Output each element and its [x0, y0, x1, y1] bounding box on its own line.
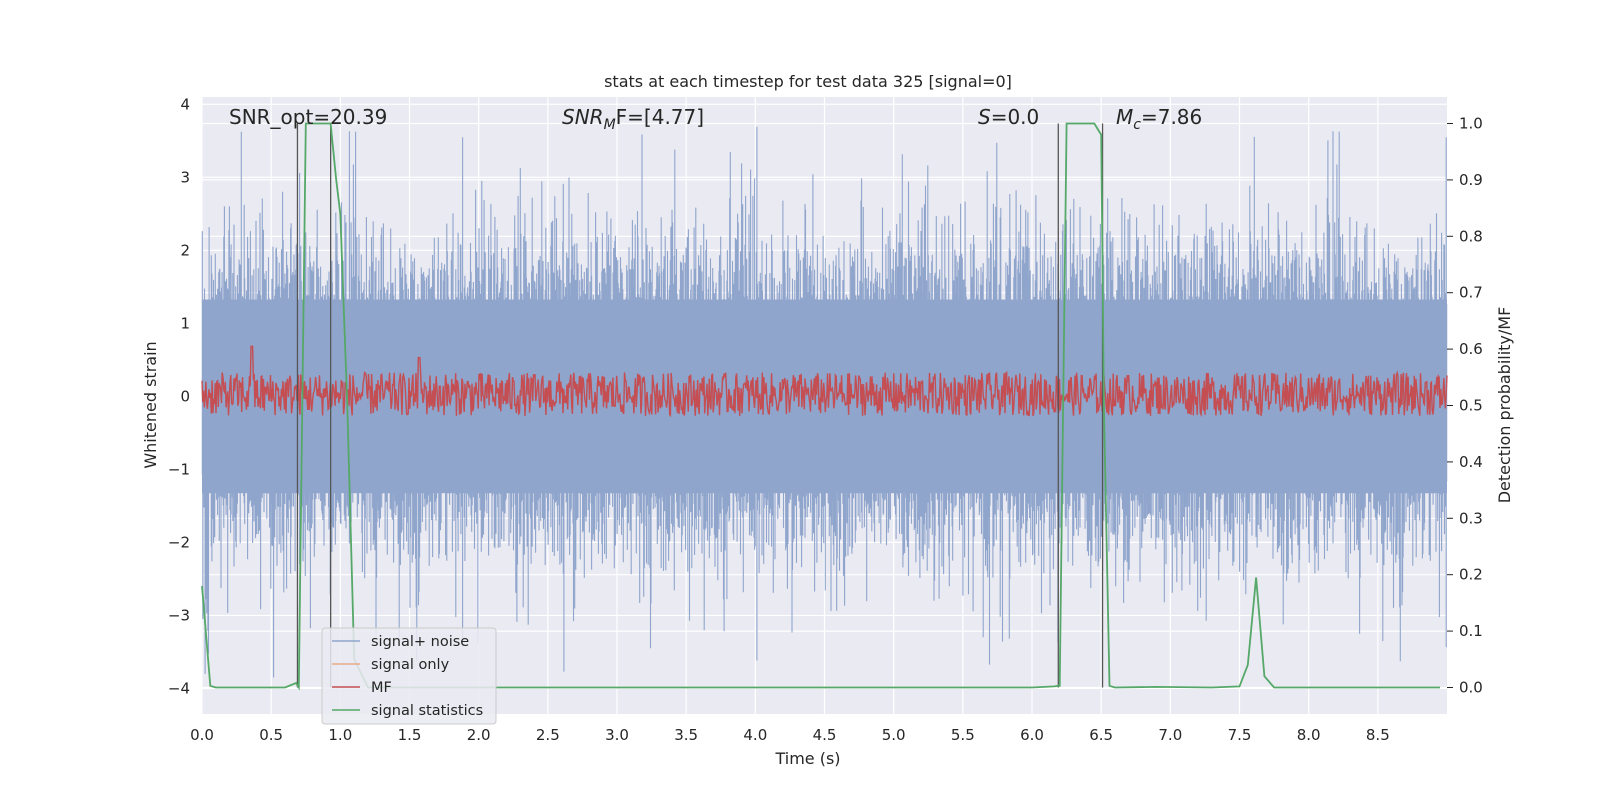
- y-tick-label-right: 0.3: [1459, 509, 1483, 527]
- x-tick-label: 2.0: [467, 726, 491, 744]
- y-tick-label-right: 0.2: [1459, 566, 1483, 584]
- x-tick-label: 0.5: [259, 726, 283, 744]
- y-tick-label-right: 0.1: [1459, 622, 1483, 640]
- y-tick-label-left: 1: [180, 314, 190, 332]
- series-signal-statistics: [201, 122, 1441, 691]
- series-mf: [201, 345, 1448, 418]
- annotation-snr-opt: SNR_opt=20.39: [229, 105, 387, 129]
- y-tick-label-left: 2: [180, 241, 190, 259]
- x-tick-label: 8.0: [1297, 726, 1321, 744]
- y-tick-label-right: 0.8: [1459, 227, 1483, 245]
- y-axis-left-label: Whitened strain: [141, 341, 160, 468]
- legend-label-signal-only: signal only: [371, 657, 450, 673]
- y-tick-label-right: 0.9: [1459, 171, 1483, 189]
- x-tick-label: 7.0: [1158, 726, 1182, 744]
- x-tick-label: 8.5: [1366, 726, 1390, 744]
- x-tick-label: 2.5: [536, 726, 560, 744]
- x-tick-label: 6.0: [1020, 726, 1044, 744]
- legend-label-signal-noise: signal+ noise: [371, 634, 469, 650]
- legend-label-signal-statistics: signal statistics: [371, 703, 483, 719]
- legend-label-mf: MF: [371, 680, 392, 696]
- legend: signal+ noise signal only MF signal stat…: [321, 627, 497, 725]
- x-tick-label: 7.5: [1228, 726, 1252, 744]
- x-axis-ticks: 0.0 0.5 1.0 1.5 2.0 2.5 3.0 3.5 4.0 4.5 5.0 5.5 6.0 6…: [190, 726, 1390, 744]
- y-tick-label-right: 0.0: [1459, 678, 1483, 696]
- y-axis-right-ticks: 1.0 0.9 0.8 0.7 0.6 0.5 0.4 0.3 0.2 0.1 0.0: [1447, 115, 1483, 696]
- x-tick-label: 3.0: [605, 726, 629, 744]
- y-tick-label-left: −2: [168, 533, 190, 551]
- y-tick-label-right: 0.6: [1459, 340, 1483, 358]
- annotation-mc: Mc=7.86: [1116, 105, 1202, 133]
- y-tick-label-right: 0.4: [1459, 453, 1483, 471]
- annotation-snr-mf: SNRMF=[4.77]: [562, 105, 704, 133]
- x-tick-label: 6.5: [1089, 726, 1113, 744]
- y-tick-label-left: −1: [168, 460, 190, 478]
- x-tick-label: 5.5: [951, 726, 975, 744]
- y-tick-label-right: 0.5: [1459, 397, 1483, 415]
- x-tick-label: 3.5: [674, 726, 698, 744]
- y-tick-label-left: 3: [180, 168, 190, 186]
- y-axis-right-label: Detection probability/MF: [1495, 307, 1514, 504]
- annotation-s: S=0.0: [978, 105, 1039, 129]
- y-tick-label-left: −4: [168, 679, 190, 697]
- x-tick-label: 1.5: [398, 726, 422, 744]
- chart-title: stats at each timestep for test data 325…: [604, 72, 1012, 91]
- x-tick-label: 0.0: [190, 726, 214, 744]
- y-tick-label-left: 4: [180, 95, 190, 113]
- y-tick-label-right: 1.0: [1459, 115, 1483, 133]
- y-tick-label-left: −3: [168, 606, 190, 624]
- x-tick-label: 5.0: [882, 726, 906, 744]
- x-tick-label: 4.0: [743, 726, 767, 744]
- x-tick-label: 4.5: [813, 726, 837, 744]
- y-tick-label-left: 0: [180, 387, 190, 405]
- x-tick-label: 1.0: [328, 726, 352, 744]
- y-tick-label-right: 0.7: [1459, 284, 1483, 302]
- signal-statistics-line: [201, 122, 1441, 691]
- y-axis-left-ticks: 4 3 2 1 0 −1 −2 −3 −4: [168, 95, 190, 697]
- legend-box: [321, 627, 497, 725]
- x-axis-label: Time (s): [774, 749, 840, 768]
- mf-line: [201, 345, 1448, 418]
